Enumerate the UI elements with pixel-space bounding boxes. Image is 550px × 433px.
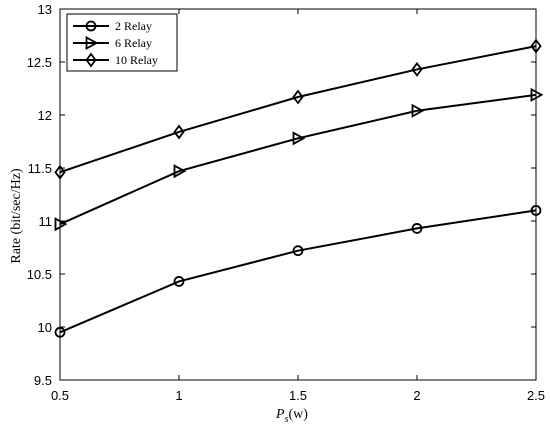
series-line-2-relay bbox=[59, 209, 537, 334]
data-point-2-relay bbox=[292, 245, 304, 257]
data-point-2-relay bbox=[411, 223, 423, 234]
x-tick-label: 0.5 bbox=[51, 388, 69, 403]
y-tick-label: 10.5 bbox=[27, 267, 52, 282]
data-point-2-relay bbox=[530, 204, 542, 216]
x-tick-label: 2.5 bbox=[527, 388, 545, 403]
data-point-6-relay bbox=[54, 217, 68, 232]
y-tick-label: 9.5 bbox=[34, 373, 52, 388]
x-axis-title: Ps(w) bbox=[275, 407, 308, 425]
legend-label-10-relay: 10 Relay bbox=[115, 53, 158, 67]
y-tick-label: 11.5 bbox=[28, 161, 52, 176]
data-point-6-relay bbox=[292, 131, 306, 146]
data-point-10-relay bbox=[411, 61, 423, 77]
data-point-10-relay bbox=[530, 38, 542, 54]
legend-marker-2-relay bbox=[85, 20, 97, 32]
data-point-10-relay bbox=[292, 89, 304, 105]
y-tick-label: 11 bbox=[39, 214, 53, 229]
data-point-6-relay bbox=[411, 103, 425, 118]
x-tick-label: 1 bbox=[175, 388, 182, 403]
y-tick-label: 13 bbox=[38, 2, 52, 17]
data-point-2-relay bbox=[54, 326, 66, 338]
x-axis-title-subscript: s bbox=[285, 414, 289, 425]
legend-marker-6-relay bbox=[85, 35, 99, 51]
y-tick-label: 10 bbox=[38, 320, 52, 335]
legend-label-6-relay: 6 Relay bbox=[115, 36, 152, 50]
data-point-10-relay bbox=[173, 124, 185, 140]
y-tick-label: 12 bbox=[38, 108, 52, 123]
x-tick-label: 1.5 bbox=[289, 388, 307, 403]
y-tick-label: 12.5 bbox=[27, 55, 52, 70]
series-line-6-relay bbox=[59, 93, 537, 226]
series-line-10-relay bbox=[59, 45, 537, 174]
legend-label-2-relay: 2 Relay bbox=[115, 19, 152, 33]
x-tick-label: 2 bbox=[413, 388, 420, 403]
data-point-6-relay bbox=[173, 164, 187, 179]
legend-marker-10-relay bbox=[85, 52, 97, 68]
data-point-6-relay bbox=[530, 87, 544, 102]
x-axis-title-symbol: P bbox=[275, 407, 285, 422]
data-point-10-relay bbox=[54, 164, 66, 180]
data-point-2-relay bbox=[173, 276, 185, 287]
x-axis-title-unit: (w) bbox=[289, 407, 309, 422]
y-axis-title: Rate (bit/sec/Hz) bbox=[9, 168, 24, 264]
